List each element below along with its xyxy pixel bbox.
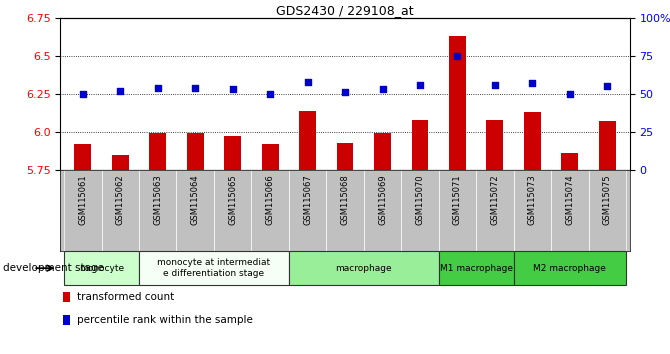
Bar — [364, 170, 401, 251]
Bar — [64, 170, 102, 251]
Point — [527, 80, 538, 86]
Bar — [401, 170, 439, 251]
Text: GSM115073: GSM115073 — [528, 174, 537, 225]
Text: percentile rank within the sample: percentile rank within the sample — [77, 315, 253, 325]
Bar — [251, 170, 289, 251]
Text: GSM115069: GSM115069 — [378, 174, 387, 225]
Bar — [214, 170, 251, 251]
Text: macrophage: macrophage — [336, 264, 392, 273]
Bar — [299, 110, 316, 170]
Text: GSM115061: GSM115061 — [78, 174, 87, 225]
Bar — [588, 170, 626, 251]
Bar — [63, 292, 70, 302]
Point — [340, 90, 350, 95]
Bar — [486, 120, 503, 170]
Bar — [439, 170, 476, 251]
Text: M2 macrophage: M2 macrophage — [533, 264, 606, 273]
Bar — [289, 251, 439, 285]
Text: GSM115067: GSM115067 — [303, 174, 312, 225]
Bar — [187, 133, 204, 170]
Bar — [139, 251, 289, 285]
Point — [227, 86, 238, 92]
Text: GSM115066: GSM115066 — [265, 174, 275, 225]
Text: GSM115065: GSM115065 — [228, 174, 237, 225]
Bar — [336, 143, 354, 170]
Bar — [514, 251, 626, 285]
Bar — [149, 133, 166, 170]
Bar — [374, 133, 391, 170]
Bar — [551, 170, 588, 251]
Bar — [102, 170, 139, 251]
Point — [115, 88, 125, 93]
Text: monocyte at intermediat
e differentiation stage: monocyte at intermediat e differentiatio… — [157, 258, 271, 278]
Title: GDS2430 / 229108_at: GDS2430 / 229108_at — [276, 4, 414, 17]
Bar — [326, 170, 364, 251]
Bar — [139, 170, 176, 251]
Point — [602, 83, 612, 89]
Point — [302, 79, 313, 85]
Bar — [439, 251, 514, 285]
Bar — [476, 170, 514, 251]
Bar — [599, 121, 616, 170]
Bar — [561, 153, 578, 170]
Bar — [524, 112, 541, 170]
Bar — [64, 251, 139, 285]
Bar — [262, 144, 279, 170]
Bar — [63, 315, 70, 325]
Point — [78, 91, 88, 97]
Bar — [176, 170, 214, 251]
Bar — [514, 170, 551, 251]
Text: GSM115075: GSM115075 — [603, 174, 612, 225]
Point — [490, 82, 500, 87]
Text: GSM115062: GSM115062 — [116, 174, 125, 225]
Point — [415, 82, 425, 87]
Bar — [74, 144, 91, 170]
Point — [452, 53, 463, 58]
Bar — [411, 120, 428, 170]
Point — [265, 91, 275, 97]
Bar — [112, 155, 129, 170]
Point — [152, 85, 163, 91]
Bar — [289, 170, 326, 251]
Point — [377, 86, 388, 92]
Text: development stage: development stage — [3, 263, 105, 273]
Text: GSM115074: GSM115074 — [565, 174, 574, 225]
Text: transformed count: transformed count — [77, 292, 175, 302]
Text: M1 macrophage: M1 macrophage — [440, 264, 513, 273]
Text: GSM115063: GSM115063 — [153, 174, 162, 225]
Point — [565, 91, 576, 97]
Text: GSM115064: GSM115064 — [191, 174, 200, 225]
Point — [190, 85, 200, 91]
Bar — [449, 36, 466, 170]
Text: GSM115071: GSM115071 — [453, 174, 462, 225]
Bar — [224, 136, 241, 170]
Text: GSM115072: GSM115072 — [490, 174, 499, 225]
Text: GSM115070: GSM115070 — [415, 174, 425, 225]
Text: GSM115068: GSM115068 — [340, 174, 350, 225]
Text: monocyte: monocyte — [79, 264, 124, 273]
